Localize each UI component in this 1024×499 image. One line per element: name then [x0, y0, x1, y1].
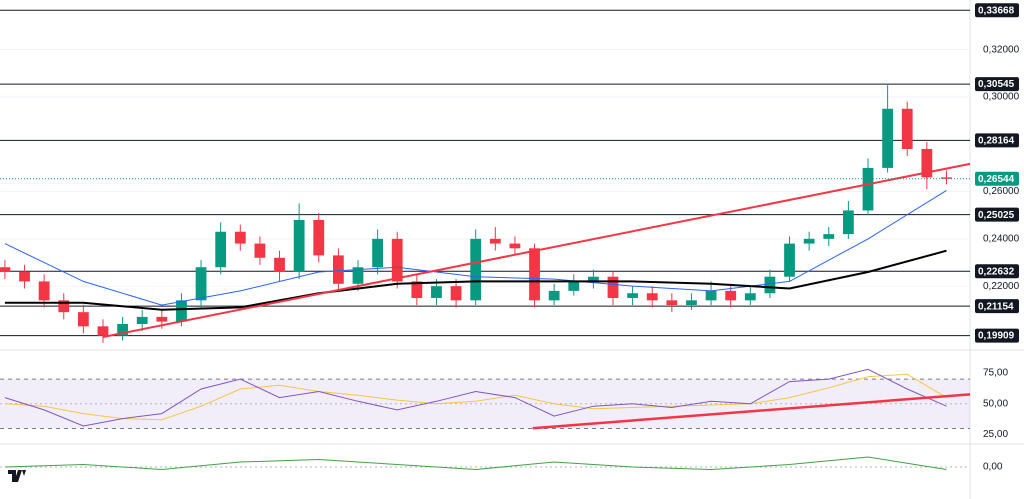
oscillator-line: [4, 456, 947, 471]
candle-body: [587, 276, 599, 282]
y-tick-label: 0,32000: [983, 44, 1020, 55]
candle-body: [548, 290, 560, 301]
y-tick-label: 0,26000: [983, 186, 1020, 197]
candle-body: [58, 300, 70, 313]
candle-body: [823, 234, 835, 239]
candle-body: [97, 326, 109, 336]
candle-body: [136, 316, 148, 324]
candle-body: [450, 286, 462, 301]
last-price-label: 0,26544: [978, 174, 1015, 185]
level-label: 0,28164: [978, 136, 1015, 147]
candle-body: [529, 248, 540, 301]
rsi-tick-label: 25,00: [983, 429, 1008, 440]
candle-body: [0, 267, 11, 272]
candle-body: [372, 238, 383, 268]
candle-body: [332, 255, 344, 284]
level-label-box: [975, 3, 1019, 18]
level-label: 0,22632: [978, 266, 1015, 277]
candle-body: [666, 300, 678, 306]
level-label-box: [975, 299, 1019, 314]
candle-body: [489, 238, 501, 244]
candle-body: [391, 238, 403, 282]
rsi-line: [4, 368, 947, 427]
candle-body: [215, 231, 227, 268]
rsi-tick-label: 75,00: [983, 368, 1008, 379]
candle-body: [234, 231, 246, 244]
candle-body: [921, 148, 933, 178]
candle-body: [568, 281, 580, 291]
candle-body: [352, 267, 364, 284]
candle-body: [19, 271, 30, 282]
moving-average: [4, 189, 947, 306]
level-label: 0,25025: [978, 210, 1015, 221]
candle-body: [646, 293, 658, 301]
level-label: 0,30545: [978, 79, 1015, 90]
moving-average: [4, 249, 947, 311]
level-label: 0,19909: [978, 331, 1015, 342]
logo: [8, 470, 26, 482]
level-label-box: [975, 328, 1019, 343]
candle-body: [156, 316, 168, 322]
candle-body: [764, 276, 776, 294]
candle-body: [842, 210, 854, 235]
level-label: 0,33668: [978, 5, 1015, 16]
candle-body: [686, 300, 697, 306]
candle-body: [470, 238, 482, 301]
trendline: [102, 162, 971, 338]
candle-body: [313, 219, 325, 256]
rsi-ma: [4, 373, 947, 421]
candle-body: [411, 281, 423, 298]
rsi-trendline: [532, 393, 971, 430]
candle-body: [627, 293, 639, 298]
candle-body: [509, 243, 521, 249]
level-label-box: [975, 133, 1019, 148]
candle-body: [941, 177, 952, 179]
candle-body: [274, 257, 285, 272]
candle-body: [195, 267, 207, 301]
candle-body: [77, 312, 89, 327]
candle-body: [254, 243, 266, 258]
candle-body: [293, 219, 305, 272]
y-tick-label: 0,30000: [983, 92, 1020, 103]
candle-body: [803, 238, 815, 244]
level-label: 0,21154: [978, 301, 1014, 312]
level-label-box: [975, 264, 1019, 279]
candle-body: [901, 108, 913, 149]
last-price-box: [975, 171, 1019, 186]
candle-body: [744, 293, 756, 301]
candle-body: [607, 276, 619, 298]
candle-body: [705, 290, 717, 301]
rsi-tick-label: 50,00: [983, 398, 1008, 409]
candle-body: [117, 323, 128, 336]
candle-body: [862, 167, 874, 211]
y-tick-label: 0,22000: [983, 281, 1020, 292]
y-tick-label: 0,24000: [983, 233, 1020, 244]
candle-body: [784, 243, 795, 277]
candle-body: [882, 108, 894, 168]
osc-tick-label: 0,00: [983, 462, 1003, 473]
level-label-box: [975, 77, 1019, 92]
candle-body: [431, 286, 442, 298]
candle-body: [176, 300, 187, 322]
candle-body: [38, 281, 50, 301]
candle-body: [725, 290, 737, 301]
level-label-box: [975, 207, 1019, 222]
